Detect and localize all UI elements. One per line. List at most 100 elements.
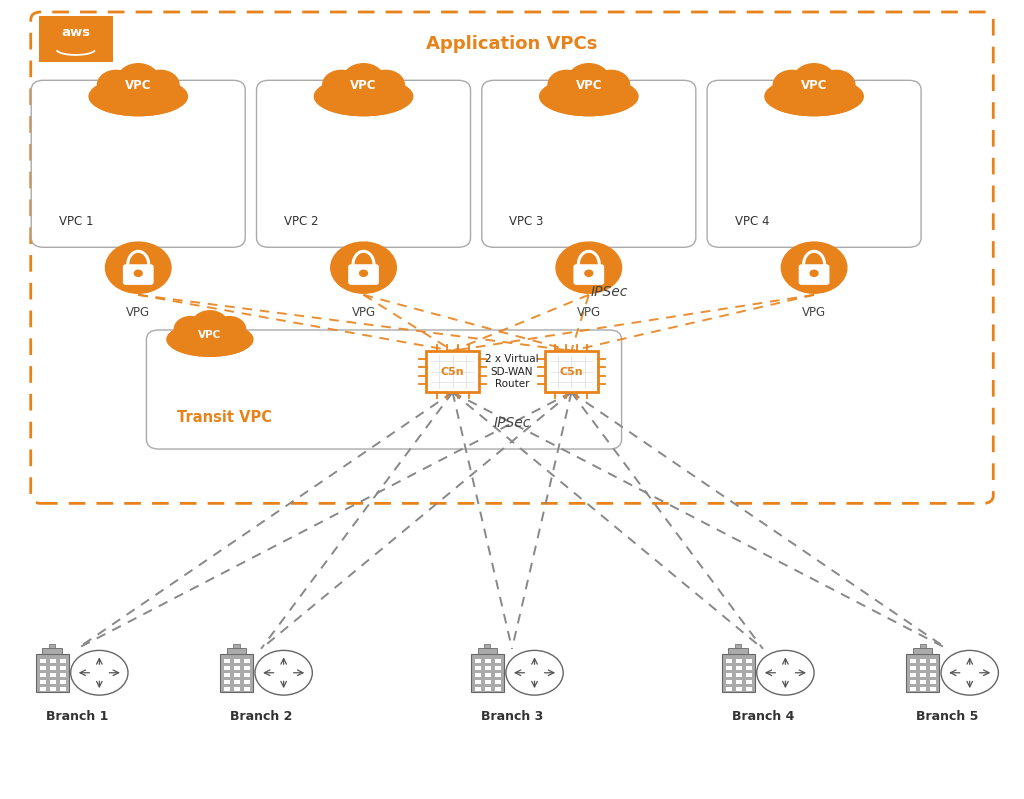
FancyBboxPatch shape (485, 681, 490, 684)
Text: Branch 4: Branch 4 (732, 710, 794, 722)
FancyBboxPatch shape (234, 681, 240, 684)
FancyBboxPatch shape (485, 687, 490, 691)
FancyBboxPatch shape (40, 666, 46, 670)
Text: 2 x Virtual
SD-WAN
Router: 2 x Virtual SD-WAN Router (485, 354, 539, 389)
FancyBboxPatch shape (910, 659, 916, 663)
FancyBboxPatch shape (244, 666, 250, 670)
FancyBboxPatch shape (920, 644, 926, 648)
FancyBboxPatch shape (930, 659, 936, 663)
FancyBboxPatch shape (745, 659, 752, 663)
Circle shape (323, 70, 360, 100)
FancyBboxPatch shape (36, 654, 69, 692)
FancyBboxPatch shape (224, 666, 230, 670)
FancyBboxPatch shape (475, 666, 481, 670)
Circle shape (97, 70, 135, 100)
FancyBboxPatch shape (736, 666, 741, 670)
Text: VPC: VPC (350, 78, 377, 92)
Circle shape (213, 316, 246, 342)
FancyBboxPatch shape (40, 674, 46, 678)
Circle shape (568, 64, 609, 96)
FancyBboxPatch shape (910, 687, 916, 691)
FancyBboxPatch shape (59, 666, 66, 670)
Circle shape (585, 270, 593, 276)
Ellipse shape (545, 85, 633, 116)
FancyBboxPatch shape (50, 674, 55, 678)
FancyBboxPatch shape (475, 681, 481, 684)
FancyBboxPatch shape (484, 644, 490, 648)
FancyBboxPatch shape (722, 654, 755, 692)
FancyBboxPatch shape (930, 674, 936, 678)
FancyBboxPatch shape (485, 674, 490, 678)
FancyBboxPatch shape (921, 666, 926, 670)
Ellipse shape (94, 85, 182, 116)
Text: Branch 1: Branch 1 (46, 710, 108, 722)
Text: VPC 3: VPC 3 (509, 215, 544, 229)
FancyBboxPatch shape (426, 351, 479, 392)
Ellipse shape (556, 242, 622, 293)
FancyBboxPatch shape (745, 681, 752, 684)
FancyBboxPatch shape (930, 666, 936, 670)
Text: VPC: VPC (125, 78, 152, 92)
Text: VPC: VPC (199, 330, 221, 340)
Ellipse shape (331, 242, 396, 293)
Text: VPC 4: VPC 4 (735, 215, 769, 229)
FancyBboxPatch shape (495, 674, 501, 678)
FancyBboxPatch shape (921, 674, 926, 678)
Ellipse shape (319, 85, 408, 116)
FancyBboxPatch shape (906, 654, 939, 692)
FancyBboxPatch shape (921, 659, 926, 663)
FancyBboxPatch shape (726, 674, 732, 678)
FancyBboxPatch shape (234, 666, 240, 670)
FancyBboxPatch shape (42, 648, 62, 654)
FancyBboxPatch shape (50, 681, 55, 684)
Text: Branch 3: Branch 3 (481, 710, 543, 722)
Text: C5n: C5n (440, 367, 465, 376)
FancyBboxPatch shape (726, 687, 732, 691)
FancyBboxPatch shape (735, 644, 741, 648)
FancyBboxPatch shape (244, 674, 250, 678)
Ellipse shape (171, 329, 249, 356)
Ellipse shape (770, 85, 858, 116)
Circle shape (941, 650, 998, 695)
Circle shape (773, 70, 811, 100)
FancyBboxPatch shape (220, 654, 253, 692)
FancyBboxPatch shape (471, 654, 504, 692)
FancyBboxPatch shape (50, 687, 55, 691)
Circle shape (794, 64, 835, 96)
FancyBboxPatch shape (234, 687, 240, 691)
Text: VPC 2: VPC 2 (284, 215, 318, 229)
FancyBboxPatch shape (495, 659, 501, 663)
FancyBboxPatch shape (40, 681, 46, 684)
Text: VPG: VPG (577, 306, 601, 319)
FancyBboxPatch shape (495, 687, 501, 691)
Circle shape (174, 316, 207, 342)
FancyBboxPatch shape (495, 666, 501, 670)
Text: VPG: VPG (802, 306, 826, 319)
FancyBboxPatch shape (736, 687, 741, 691)
Circle shape (141, 70, 179, 100)
FancyBboxPatch shape (234, 674, 240, 678)
FancyBboxPatch shape (910, 681, 916, 684)
FancyBboxPatch shape (930, 687, 936, 691)
FancyBboxPatch shape (475, 659, 481, 663)
Circle shape (817, 70, 855, 100)
FancyBboxPatch shape (726, 659, 732, 663)
Ellipse shape (781, 242, 847, 293)
Circle shape (506, 650, 563, 695)
Ellipse shape (89, 78, 187, 116)
FancyBboxPatch shape (59, 659, 66, 663)
FancyBboxPatch shape (910, 666, 916, 670)
FancyBboxPatch shape (726, 681, 732, 684)
FancyBboxPatch shape (495, 681, 501, 684)
FancyBboxPatch shape (485, 659, 490, 663)
Text: VPC: VPC (801, 78, 827, 92)
FancyBboxPatch shape (59, 687, 66, 691)
FancyBboxPatch shape (233, 644, 240, 648)
FancyBboxPatch shape (348, 264, 379, 285)
Circle shape (343, 64, 384, 96)
FancyBboxPatch shape (39, 16, 113, 62)
FancyBboxPatch shape (224, 687, 230, 691)
Text: aws: aws (61, 26, 90, 39)
FancyBboxPatch shape (244, 681, 250, 684)
Circle shape (191, 311, 228, 339)
